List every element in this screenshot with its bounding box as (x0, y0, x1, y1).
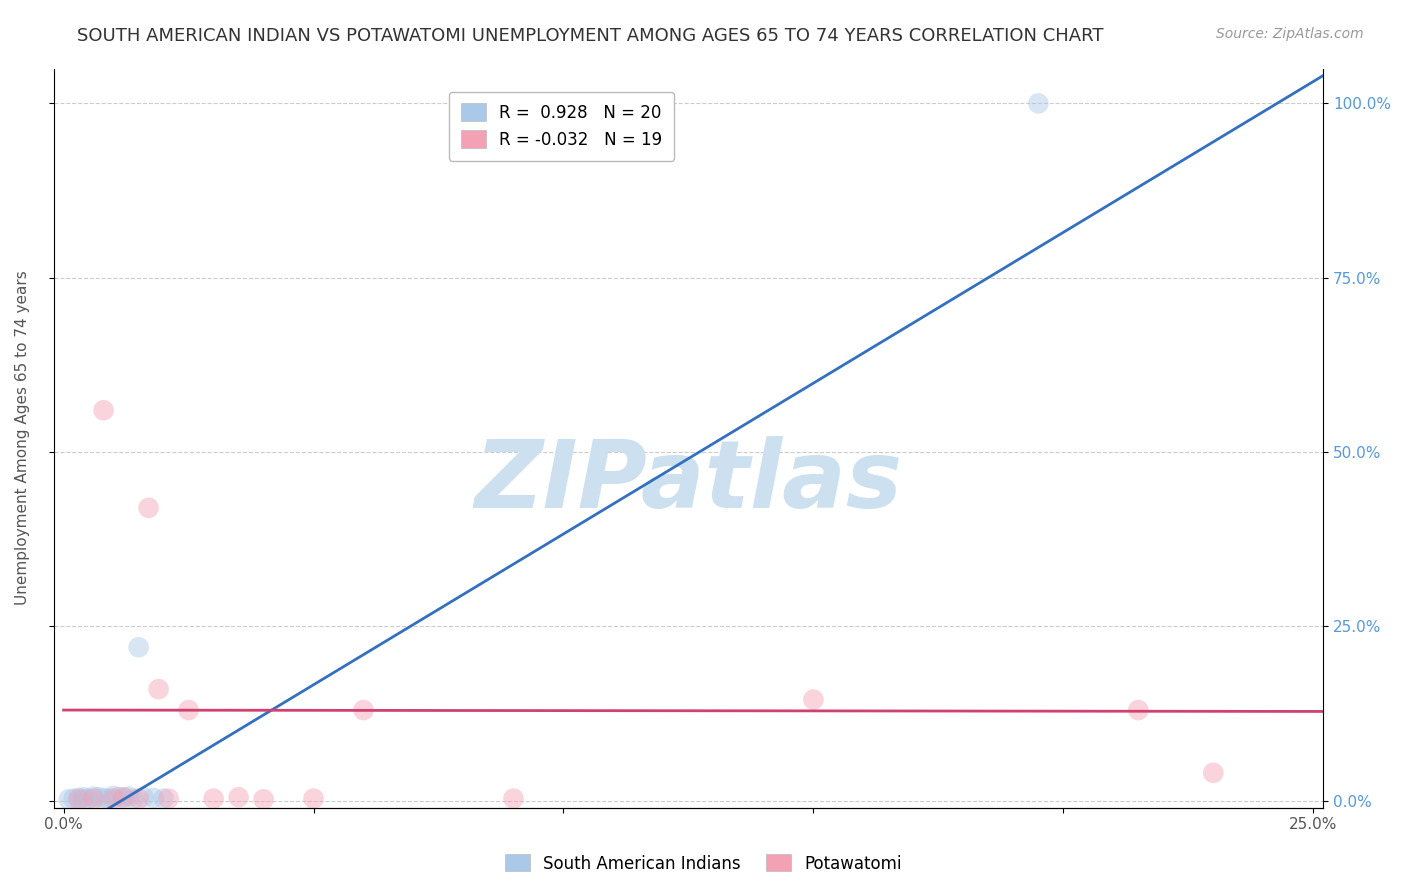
Point (252, 792, 274, 806)
Point (58, 792, 80, 806)
Point (128, 640, 150, 655)
Point (67, 791, 90, 805)
Point (142, 791, 165, 805)
Point (228, 790, 250, 805)
Point (502, 791, 524, 805)
Point (72, 790, 94, 805)
Point (67, 792, 90, 806)
Point (132, 790, 155, 805)
Point (87, 790, 110, 805)
Point (302, 791, 325, 805)
Point (103, 789, 125, 803)
Point (1202, 765, 1225, 780)
Point (202, 791, 225, 805)
Point (122, 791, 145, 805)
Point (1128, 703, 1150, 717)
Point (97, 791, 120, 805)
Point (1028, 96, 1050, 111)
Point (83, 789, 105, 804)
Point (152, 791, 174, 805)
Point (112, 791, 135, 805)
Point (93, 403, 115, 417)
Point (93, 791, 115, 805)
Point (62, 791, 84, 805)
Point (803, 692, 825, 706)
Point (83, 791, 105, 805)
Point (107, 790, 129, 805)
Point (157, 791, 180, 805)
Legend: R =  0.928   N = 20, R = -0.032   N = 19: R = 0.928 N = 20, R = -0.032 N = 19 (449, 92, 673, 161)
Point (128, 791, 150, 805)
Point (353, 703, 375, 717)
Point (72, 792, 94, 806)
Point (148, 682, 170, 697)
Legend: South American Indians, Potawatomi: South American Indians, Potawatomi (498, 847, 908, 880)
Text: ZIPatlas: ZIPatlas (474, 436, 903, 528)
Point (138, 500, 160, 515)
Y-axis label: Unemployment Among Ages 65 to 74 years: Unemployment Among Ages 65 to 74 years (15, 271, 30, 606)
Point (103, 791, 125, 805)
Text: SOUTH AMERICAN INDIAN VS POTAWATOMI UNEMPLOYMENT AMONG AGES 65 TO 74 YEARS CORRE: SOUTH AMERICAN INDIAN VS POTAWATOMI UNEM… (77, 27, 1104, 45)
Text: Source: ZipAtlas.com: Source: ZipAtlas.com (1216, 27, 1364, 41)
Point (177, 703, 200, 717)
Point (117, 789, 139, 804)
Point (112, 790, 135, 805)
Point (77, 791, 100, 805)
